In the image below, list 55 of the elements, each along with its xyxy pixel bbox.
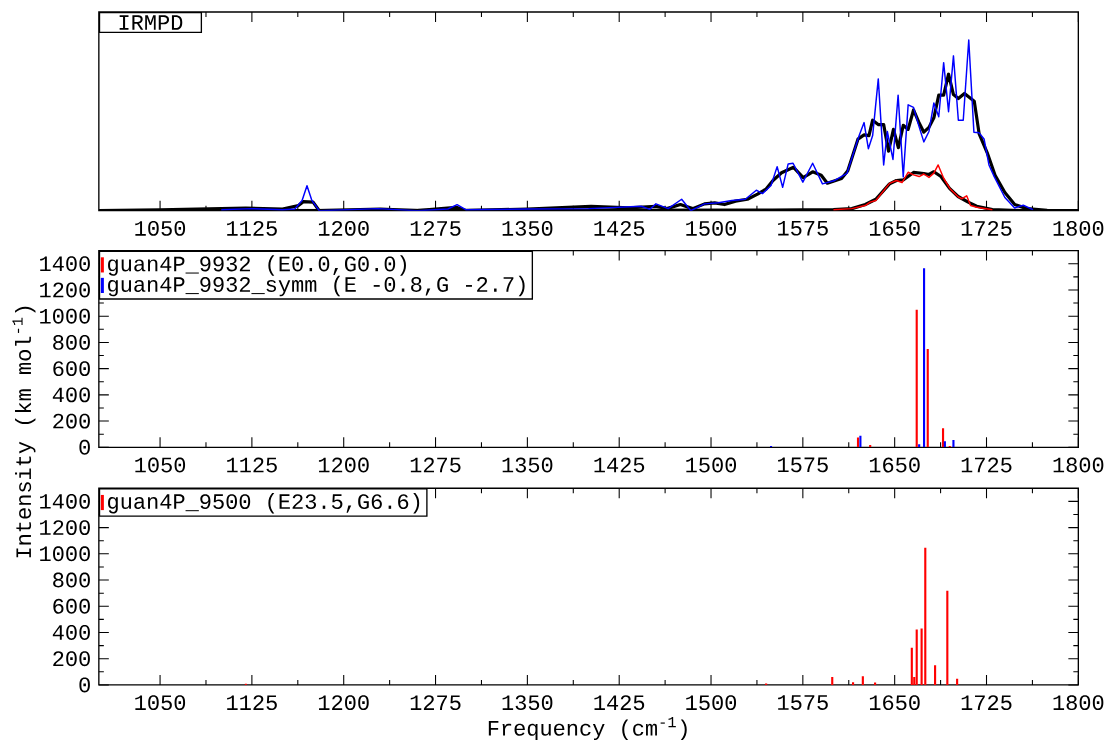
legend-label: guan4P_9932_symm (E -0.8,G -2.7) — [108, 275, 525, 297]
y-tick-label: 0 — [79, 677, 90, 693]
x-tick-label: 1800 — [1053, 221, 1104, 236]
x-tick-label: 1125 — [227, 457, 277, 473]
y-tick-label: 1400 — [40, 256, 90, 272]
x-tick-label: 1200 — [318, 695, 369, 711]
x-tick-label: 1800 — [1053, 695, 1104, 711]
x-tick-label: 1500 — [686, 221, 737, 236]
y-tick-label: 400 — [52, 625, 90, 641]
x-tick-label: 1800 — [1053, 457, 1104, 473]
legend-label: guan4P_9500 (E23.5,G6.6) — [108, 493, 420, 514]
y-tick-label: 400 — [52, 387, 90, 403]
x-tick-label: 1350 — [502, 695, 553, 711]
x-tick-label: 1425 — [594, 221, 645, 236]
x-tick-label: 1650 — [869, 457, 920, 473]
y-tick-label: 600 — [53, 361, 90, 377]
x-tick-label: 1200 — [318, 457, 369, 473]
y-tick-label: 1400 — [40, 493, 90, 509]
x-tick-label: 1725 — [961, 221, 1012, 236]
x-tick-label: 1650 — [869, 221, 920, 236]
y-tick-label: 200 — [53, 651, 90, 667]
y-tick-label: 200 — [53, 413, 90, 429]
x-tick-label: 1050 — [135, 457, 186, 473]
y-tick-label: 1200 — [40, 282, 90, 298]
y-tick-label: 800 — [53, 572, 90, 588]
text: IRMPD — [119, 15, 183, 30]
y-tick-label: 1000 — [40, 308, 90, 324]
x-tick-label: 1575 — [778, 221, 828, 236]
legend-label: guan4P_9932 (E0.0,G0.0) — [108, 255, 406, 276]
x-tick-label: 1200 — [318, 221, 369, 236]
x-axis-title: Frequency (cm$^{-1}$) — [488, 717, 687, 741]
x-tick-label: 1050 — [135, 221, 186, 236]
x-tick-label: 1350 — [502, 457, 553, 473]
y-tick-label: 1000 — [40, 546, 90, 562]
x-tick-label: 1275 — [410, 457, 461, 473]
x-tick-label: 1500 — [686, 457, 737, 473]
x-tick-label: 1425 — [594, 695, 645, 711]
y-tick-label: 0 — [79, 439, 90, 455]
x-tick-label: 1425 — [594, 457, 645, 473]
x-tick-label: 1725 — [961, 457, 1012, 473]
x-tick-label: 1125 — [227, 695, 277, 711]
x-tick-label: 1650 — [869, 695, 920, 711]
x-tick-label: 1575 — [778, 457, 828, 473]
x-tick-label: 1500 — [686, 695, 737, 711]
x-tick-label: 1275 — [410, 695, 461, 711]
x-tick-label: 1275 — [410, 221, 461, 236]
x-tick-label: 1050 — [135, 695, 186, 711]
y-tick-label: 1200 — [40, 520, 90, 536]
x-tick-label: 1350 — [502, 221, 553, 236]
y-tick-label: 800 — [53, 335, 90, 350]
x-tick-label: 1575 — [778, 695, 828, 710]
x-tick-label: 1725 — [961, 695, 1012, 711]
y-tick-label: 600 — [53, 598, 90, 614]
x-tick-label: 1125 — [227, 221, 277, 236]
y-axis-title: Intensity (km mol$^{-1}$) — [12, 306, 36, 558]
